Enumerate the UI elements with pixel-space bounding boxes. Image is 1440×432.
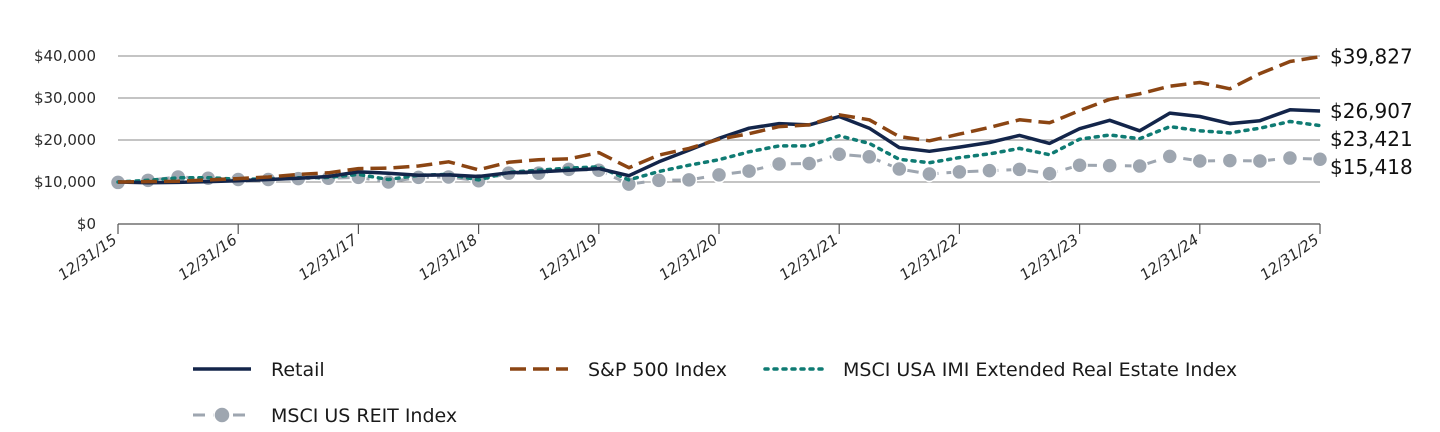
x-tick-label: 12/31/23 — [1016, 231, 1082, 284]
data-point-marker — [1191, 152, 1209, 170]
legend-item: MSCI US REIT Index — [193, 405, 457, 427]
x-tick-label: 12/31/25 — [1257, 231, 1323, 284]
series-lines — [109, 54, 1329, 193]
series-line — [117, 54, 1321, 184]
data-point-marker — [921, 165, 938, 183]
legend-label: Retail — [271, 359, 325, 381]
end-value-label: $26,907 — [1330, 99, 1413, 123]
data-point-marker — [710, 166, 728, 184]
legend-item: MSCI USA IMI Extended Real Estate Index — [763, 359, 1237, 381]
end-value-label: $39,827 — [1330, 45, 1413, 69]
x-tick-label: 12/31/17 — [295, 230, 361, 284]
x-tick-label: 12/31/16 — [175, 231, 241, 284]
legend-marker — [213, 406, 231, 424]
x-tick-label: 12/31/21 — [776, 231, 842, 284]
data-point-marker — [1011, 161, 1028, 178]
x-tick-label: 12/31/24 — [1137, 231, 1203, 284]
data-point-marker — [1311, 150, 1329, 168]
data-point-marker — [680, 171, 698, 189]
data-point-marker — [1101, 157, 1118, 174]
data-point-marker — [951, 163, 968, 181]
series-msci-us-reit-index — [109, 146, 1329, 193]
data-point-marker — [1041, 165, 1058, 182]
data-point-marker — [1251, 152, 1269, 170]
data-point-marker — [861, 148, 878, 166]
data-point-marker — [1071, 156, 1088, 174]
x-tick-label: 12/31/19 — [536, 231, 602, 284]
x-tick-label: 12/31/18 — [415, 231, 481, 284]
y-tick-label: $20,000 — [34, 131, 96, 149]
end-value-label: $15,418 — [1330, 155, 1413, 179]
legend-label: MSCI USA IMI Extended Real Estate Index — [843, 359, 1237, 381]
x-tick-label: 12/31/20 — [656, 231, 722, 284]
x-tick-label: 12/31/15 — [55, 231, 121, 284]
data-point-marker — [981, 162, 998, 179]
data-point-marker — [1281, 149, 1299, 167]
y-tick-label: $30,000 — [34, 89, 96, 107]
data-point-marker — [1221, 152, 1239, 169]
data-point-marker — [1161, 148, 1178, 165]
legend: Retail S&P 500 Index MSCI USA IMI Extended… — [193, 359, 1237, 427]
data-point-marker — [650, 172, 668, 189]
legend-item: S&P 500 Index — [510, 359, 727, 381]
data-point-marker — [440, 168, 457, 186]
data-point-marker — [770, 155, 788, 173]
y-tick-label: $0 — [77, 215, 96, 233]
x-tick-label: 12/31/22 — [896, 231, 962, 284]
y-tick-label: $40,000 — [34, 47, 96, 65]
data-point-marker — [1131, 157, 1148, 175]
legend-label: MSCI US REIT Index — [271, 405, 457, 427]
end-value-label: $23,421 — [1330, 127, 1413, 151]
data-point-marker — [830, 146, 848, 163]
data-point-marker — [740, 162, 758, 180]
data-point-marker — [800, 155, 818, 172]
end-value-labels: $39,827 $26,907 $23,421 $15,418 — [1330, 45, 1413, 179]
legend-label: S&P 500 Index — [588, 359, 727, 381]
data-point-marker — [380, 173, 397, 191]
legend-item: Retail — [193, 359, 325, 381]
data-point-marker — [891, 160, 908, 178]
y-tick-label: $10,000 — [34, 173, 96, 191]
series-s-p-500-index — [117, 54, 1321, 184]
